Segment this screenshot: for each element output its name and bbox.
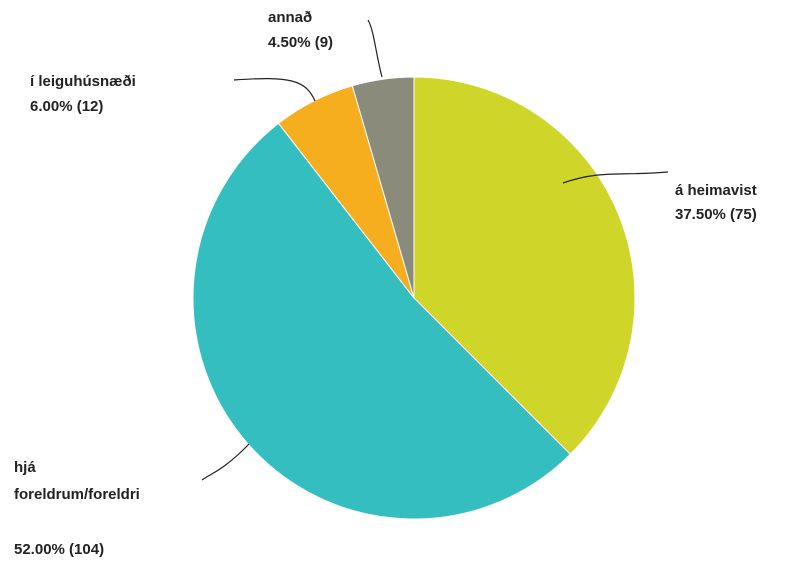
slice-label-i-leiguhusn-i: í leiguhúsnæði xyxy=(30,73,136,90)
slice-value-hja-foreldrum-foreldri: 52.00% (104) xyxy=(14,541,104,558)
leader-line-i-leiguhusn-i xyxy=(233,78,316,102)
slice-label-hja-foreldrum-foreldri-line-1: hjá xyxy=(14,459,36,476)
leader-line-hja-foreldrum-foreldri xyxy=(201,443,250,481)
slice-label-hja-foreldrum-foreldri-line-2: foreldrum/foreldri xyxy=(14,486,140,503)
slice-label-a-heimavist: á heimavist xyxy=(675,182,757,199)
leader-line-anna xyxy=(367,19,383,78)
slice-value-a-heimavist: 37.50% (75) xyxy=(675,206,757,223)
slice-label-anna: annað xyxy=(268,9,312,26)
pie-slice-anna xyxy=(351,76,415,299)
slice-value-anna: 4.50% (9) xyxy=(268,34,333,51)
pie-slice-a-heimavist xyxy=(413,76,636,455)
slice-value-i-leiguhusn-i: 6.00% (12) xyxy=(30,98,103,115)
leader-line-a-heimavist xyxy=(562,171,669,184)
